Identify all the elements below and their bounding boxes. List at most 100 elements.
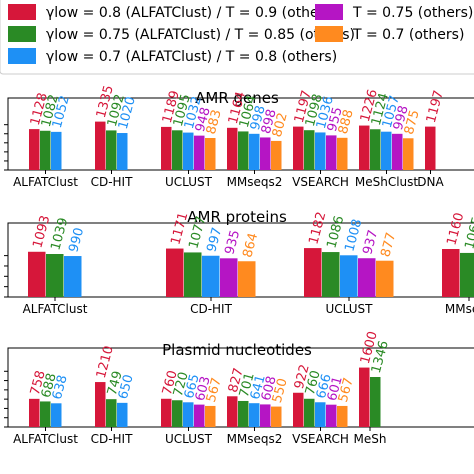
bar xyxy=(227,396,238,427)
bar xyxy=(392,133,403,170)
bar xyxy=(227,127,238,170)
bar xyxy=(260,404,271,427)
bar xyxy=(304,130,315,170)
bar xyxy=(40,130,51,170)
bar-value-label: 601 xyxy=(325,375,346,403)
bar xyxy=(95,382,106,427)
bar xyxy=(460,252,474,297)
bar xyxy=(304,398,315,427)
bar-value-label: 688 xyxy=(39,372,60,400)
category-label: UCLUST xyxy=(165,175,213,189)
legend-swatch xyxy=(8,48,36,64)
bar xyxy=(205,137,216,170)
category-label: MeShClust xyxy=(355,175,419,189)
bar-value-label: 760 xyxy=(160,369,181,397)
bar xyxy=(40,401,51,427)
bar-value-label: 666 xyxy=(314,372,335,400)
legend-swatch xyxy=(8,4,36,20)
category-label: ALFATClust xyxy=(13,432,78,446)
bar xyxy=(161,398,172,427)
bar xyxy=(106,130,117,170)
bar xyxy=(337,137,348,170)
bar-value-label: 567 xyxy=(336,376,357,404)
legend-label: γlow = 0.8 (ALFATClust) / T = 0.9 (other… xyxy=(46,5,337,21)
bar xyxy=(238,261,256,297)
bar-value-label: 864 xyxy=(240,231,261,259)
category-label: ALFATClust xyxy=(13,175,78,189)
bar-value-label: 603 xyxy=(193,375,214,403)
bar xyxy=(381,131,392,170)
bar-value-label: 749 xyxy=(105,369,126,397)
bar xyxy=(183,402,194,427)
bar-value-label: 550 xyxy=(270,377,291,405)
bar-value-label: 802 xyxy=(270,111,291,139)
bar-value-label: 1197 xyxy=(424,89,447,125)
bar xyxy=(29,129,40,170)
bar xyxy=(238,400,249,427)
bar-value-label: 955 xyxy=(325,106,346,134)
bar xyxy=(51,131,62,170)
bar xyxy=(370,129,381,170)
bar-value-label: 888 xyxy=(336,108,357,136)
bar xyxy=(271,406,282,427)
bar-value-label: 650 xyxy=(116,373,137,401)
bar xyxy=(293,392,304,427)
bar-value-label: 935 xyxy=(222,228,243,256)
bar-value-label: 990 xyxy=(66,226,87,254)
category-label: ALFATClust xyxy=(23,302,88,316)
category-label: MMseqs xyxy=(445,302,474,316)
bar-value-label: 638 xyxy=(50,373,71,401)
category-label: MeSh xyxy=(354,432,387,446)
bar xyxy=(64,256,82,297)
bar xyxy=(161,126,172,170)
bar-value-label: 641 xyxy=(248,373,269,401)
category-label: MMseqs2 xyxy=(227,432,283,446)
bar xyxy=(326,404,337,427)
bar-value-label: 758 xyxy=(28,369,49,397)
bar xyxy=(326,135,337,170)
bar xyxy=(403,138,414,170)
bar xyxy=(183,132,194,170)
chart-panel-3: Plasmid nucleotides758688638ALFATClust12… xyxy=(4,330,474,446)
bar xyxy=(322,252,340,297)
bar xyxy=(260,137,271,170)
bar xyxy=(28,251,46,297)
category-label: DNA xyxy=(417,175,444,189)
bar xyxy=(249,133,260,170)
bar-value-label: 877 xyxy=(378,231,399,259)
bar xyxy=(184,252,202,297)
bar xyxy=(376,260,394,297)
bar xyxy=(271,140,282,170)
legend: γlow = 0.8 (ALFATClust) / T = 0.9 (other… xyxy=(0,0,474,75)
bar xyxy=(425,126,436,170)
bar xyxy=(106,399,117,427)
bar xyxy=(293,126,304,170)
bar xyxy=(194,135,205,170)
category-label: VSEARCH xyxy=(292,432,349,446)
bar xyxy=(358,258,376,297)
category-label: CD-HIT xyxy=(91,175,134,189)
bar-value-label: 1065 xyxy=(462,215,474,251)
bar-value-label: 922 xyxy=(292,363,313,391)
bar xyxy=(315,402,326,427)
category-label: VSEARCH xyxy=(292,175,349,189)
panel-title: AMR genes xyxy=(195,89,279,107)
bar xyxy=(249,403,260,427)
bar xyxy=(117,402,128,427)
bar xyxy=(172,400,183,427)
legend-label: γlow = 0.7 (ALFATClust) / T = 0.8 (other… xyxy=(46,49,337,65)
bar-value-label: 997 xyxy=(204,226,225,254)
bar xyxy=(304,248,322,297)
legend-label: γlow = 0.75 (ALFATClust) / T = 0.85 (oth… xyxy=(46,27,355,43)
category-label: UCLUST xyxy=(165,432,213,446)
legend-swatch xyxy=(315,26,343,42)
bar-value-label: 665 xyxy=(182,372,203,400)
legend-label: T = 0.75 (others) xyxy=(352,5,473,21)
bar-value-label: 998 xyxy=(248,104,269,132)
legend-box xyxy=(0,0,474,75)
bar xyxy=(172,130,183,170)
legend-label: T = 0.7 (others) xyxy=(352,27,464,43)
bar xyxy=(194,404,205,427)
bar-value-label: 760 xyxy=(303,369,324,397)
